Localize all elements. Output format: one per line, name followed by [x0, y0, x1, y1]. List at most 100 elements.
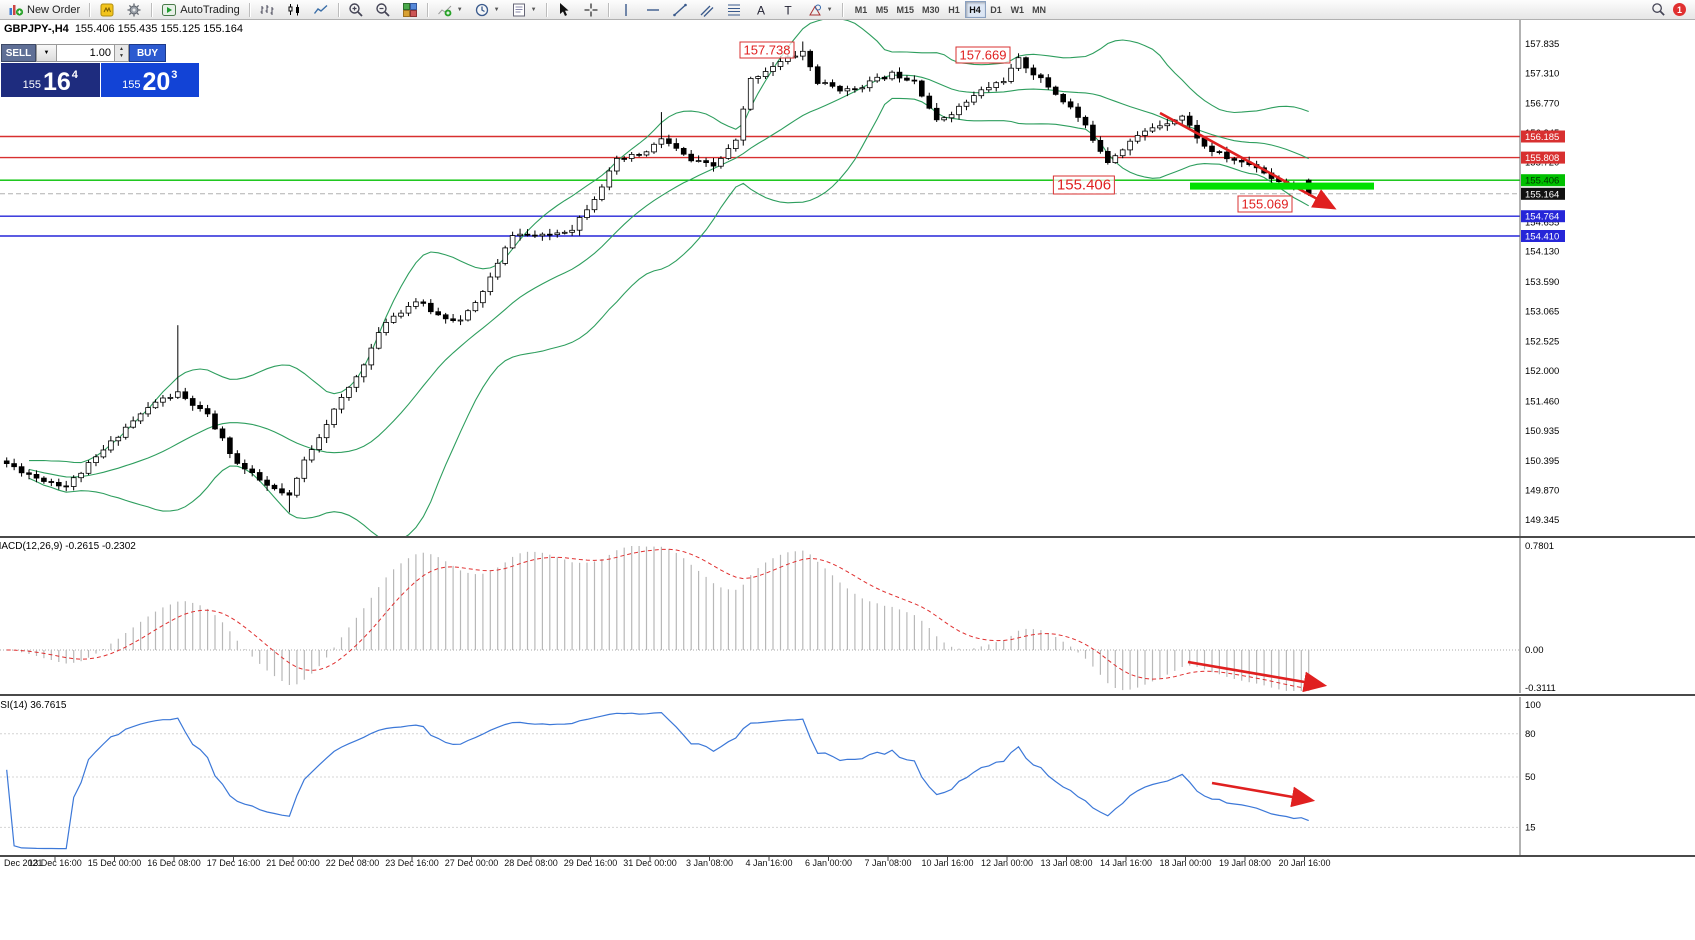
svg-text:A: A: [757, 3, 765, 17]
panel-divider[interactable]: [0, 694, 1695, 696]
bar-chart-button[interactable]: [254, 1, 280, 19]
price-line-label: 154.410: [1521, 230, 1565, 243]
new-order-button[interactable]: New Order: [3, 1, 85, 19]
timeframe-button-h4[interactable]: H4: [964, 1, 986, 18]
price-annotation[interactable]: 157.738: [739, 41, 795, 59]
timeframe-button-m15[interactable]: M15: [893, 1, 919, 18]
price-line-label: 155.406: [1521, 174, 1565, 187]
zoom-out-button[interactable]: [370, 1, 396, 19]
text-icon: A: [757, 3, 765, 17]
tile-windows-button[interactable]: [397, 1, 423, 19]
svg-text:149.345: 149.345: [1525, 515, 1559, 526]
options-button[interactable]: [121, 1, 147, 19]
text-label-button[interactable]: T: [775, 1, 801, 19]
timeframe-button-m30[interactable]: M30: [918, 1, 944, 18]
candles-layer[interactable]: [3, 41, 1312, 513]
time-axis-label: 4 Jan 16:00: [745, 858, 793, 868]
svg-text:154.130: 154.130: [1525, 247, 1559, 258]
step-up-icon: ▲: [119, 46, 124, 52]
time-axis[interactable]: Dec 2021 13 Dec 16:00 15 Dec 00:00 16 Dec 0…: [0, 858, 1695, 872]
vertical-line-button[interactable]: [613, 1, 639, 19]
volume-stepper[interactable]: ▲ ▼: [115, 44, 129, 62]
panel-divider[interactable]: [0, 536, 1695, 538]
zoom-in-button[interactable]: [343, 1, 369, 19]
crosshair-button[interactable]: [578, 1, 604, 19]
timeframe-button-mn[interactable]: MN: [1028, 1, 1050, 18]
bar-chart-icon: [260, 4, 274, 15]
svg-text:152.525: 152.525: [1525, 337, 1559, 348]
trendline-icon: [672, 3, 687, 16]
line-chart-button[interactable]: [308, 1, 334, 19]
chevron-down-icon: ▼: [456, 6, 463, 13]
equidistant-channel-button[interactable]: [694, 1, 720, 19]
timeframe-button-d1[interactable]: D1: [986, 1, 1007, 18]
trendline-button[interactable]: [667, 1, 693, 19]
svg-text:156.770: 156.770: [1525, 99, 1559, 110]
shapes-button[interactable]: ▼: [802, 1, 838, 19]
rsi-indicator-label: RSI(14) 36.7615: [0, 700, 67, 711]
toolbar-separator: [426, 2, 428, 17]
clock-icon: [475, 3, 488, 16]
time-axis-label: 15 Dec 00:00: [87, 858, 142, 868]
symbol-period-label: GBPJPY-,H4: [4, 23, 69, 35]
macd-panel[interactable]: 0.7801 0.00 -0.3111: [0, 538, 1695, 693]
text-button[interactable]: A: [748, 1, 774, 19]
volume-dropdown[interactable]: ▼: [36, 44, 57, 62]
toolbar-separator: [248, 2, 250, 17]
autotrading-button[interactable]: AutoTrading: [156, 1, 245, 19]
chevron-down-icon: ▼: [826, 6, 833, 13]
horizontal-line-button[interactable]: [640, 1, 666, 19]
main-chart-panel[interactable]: 157.835157.310156.770156.245155.720155.1…: [0, 20, 1695, 537]
timeframe-button-w1[interactable]: W1: [1007, 1, 1029, 18]
price-annotation[interactable]: 155.406: [1052, 175, 1116, 195]
tile-windows-icon: [402, 2, 417, 17]
time-axis-label: 18 Jan 00:00: [1159, 858, 1212, 868]
templates-button[interactable]: ▼: [506, 1, 542, 19]
bollinger-upper-band: [29, 20, 1309, 464]
svg-text:149.870: 149.870: [1525, 486, 1559, 497]
notification-badge[interactable]: 1: [1673, 3, 1686, 16]
shapes-icon: [808, 4, 821, 15]
timeframe-button-m5[interactable]: M5: [872, 1, 893, 18]
time-axis-label: 31 Dec 00:00: [623, 858, 677, 868]
time-axis-label: 28 Dec 08:00: [504, 858, 558, 868]
time-axis-label: 29 Dec 16:00: [563, 858, 618, 868]
svg-text:50: 50: [1525, 772, 1536, 783]
svg-text:154.655: 154.655: [1525, 217, 1559, 228]
search-icon[interactable]: [1651, 2, 1666, 17]
indicators-icon: [437, 5, 452, 16]
periods-button[interactable]: ▼: [469, 1, 505, 19]
sell-price-button[interactable]: 155 16 4: [1, 63, 100, 97]
time-axis-label: 13 Jan 08:00: [1040, 858, 1093, 868]
cursor-button[interactable]: [551, 1, 577, 19]
buy-price-button[interactable]: 155 20 3: [100, 63, 199, 97]
gear-icon: [127, 3, 141, 16]
timeframe-button-h1[interactable]: H1: [944, 1, 965, 18]
price-annotation[interactable]: 157.669: [955, 46, 1011, 64]
fibonacci-button[interactable]: [721, 1, 747, 19]
time-axis-label: 23 Dec 16:00: [385, 858, 439, 868]
time-axis-label: 14 Jan 16:00: [1099, 858, 1153, 868]
time-axis-label: 10 Jan 16:00: [921, 858, 974, 868]
svg-text:152.000: 152.000: [1525, 366, 1559, 377]
buy-button[interactable]: BUY: [129, 44, 166, 62]
price-scale[interactable]: 157.835157.310156.770156.245155.720155.1…: [1525, 39, 1559, 526]
rsi-panel[interactable]: 100 80 50 15: [0, 697, 1695, 855]
volume-input[interactable]: [57, 44, 115, 62]
channel-icon: [700, 5, 714, 17]
time-axis-label: 27 Dec 00:00: [444, 858, 499, 868]
bollinger-lower-band: [28, 97, 1309, 537]
toolbar-separator: [545, 2, 547, 17]
timeframe-button-m1[interactable]: M1: [851, 1, 872, 18]
svg-text:157.835: 157.835: [1525, 39, 1559, 50]
price-annotation[interactable]: 155.069: [1237, 195, 1293, 213]
candlestick-chart-button[interactable]: [281, 1, 307, 19]
metaeditor-button[interactable]: [94, 1, 120, 19]
price-line-label: 154.764: [1521, 210, 1565, 223]
macd-indicator-label: MACD(12,26,9) -0.2615 -0.2302: [0, 541, 136, 552]
sell-price-pip: 4: [71, 69, 78, 81]
time-axis-label: 13 Dec 16:00: [28, 858, 82, 868]
indicators-button[interactable]: ▼: [432, 1, 468, 19]
sell-button[interactable]: SELL: [1, 44, 36, 62]
